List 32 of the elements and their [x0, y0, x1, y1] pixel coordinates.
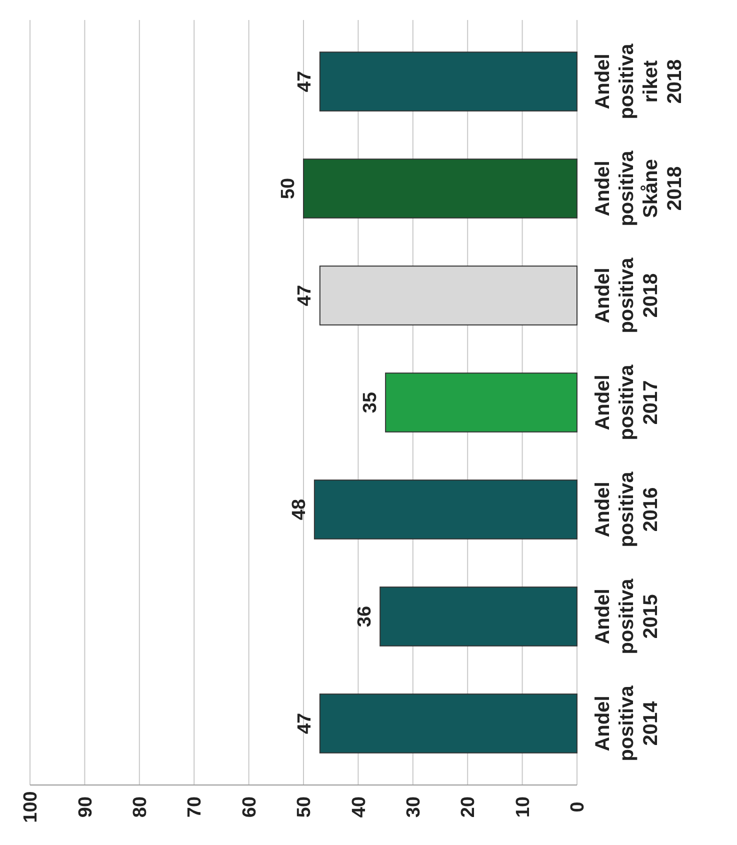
x-tick-label: 10: [512, 796, 534, 818]
x-tick-label: 30: [404, 796, 425, 818]
bar: [380, 586, 578, 646]
y-tick-label: Andel positiva 2017: [592, 364, 662, 440]
data-label: 47: [294, 284, 316, 306]
x-tick-label: 70: [184, 796, 206, 818]
bar: [385, 372, 578, 432]
x-tick-label: 40: [348, 796, 370, 818]
x-tick-label: 90: [75, 796, 96, 818]
bar: [319, 52, 578, 112]
data-label: 47: [294, 712, 316, 734]
x-tick-label: 60: [239, 796, 260, 818]
bar: [319, 694, 578, 754]
y-tick-label: Andel positiva riket 2018: [592, 42, 686, 120]
data-label: 35: [360, 392, 382, 414]
y-tick-label: Andel positiva 2015: [592, 578, 662, 654]
bar: [303, 158, 578, 218]
y-tick-label: Andel positiva 2018: [592, 256, 662, 334]
data-label: 36: [354, 606, 376, 628]
y-tick-label: Andel positiva 2016: [592, 470, 662, 548]
bar: [314, 480, 578, 540]
x-tick-label: 0: [568, 802, 589, 812]
data-label: 47: [294, 70, 316, 92]
x-tick-label: 100: [20, 791, 42, 823]
y-tick-label: Andel positiva Skåne 2018: [592, 150, 686, 226]
x-tick-label: 80: [130, 796, 152, 818]
x-tick-label: 50: [294, 796, 316, 818]
y-tick-label: Andel positiva 2014: [592, 684, 662, 762]
x-tick-label: 20: [458, 796, 480, 818]
data-label: 48: [289, 498, 310, 520]
bar: [319, 266, 578, 326]
data-label: 50: [278, 178, 300, 200]
